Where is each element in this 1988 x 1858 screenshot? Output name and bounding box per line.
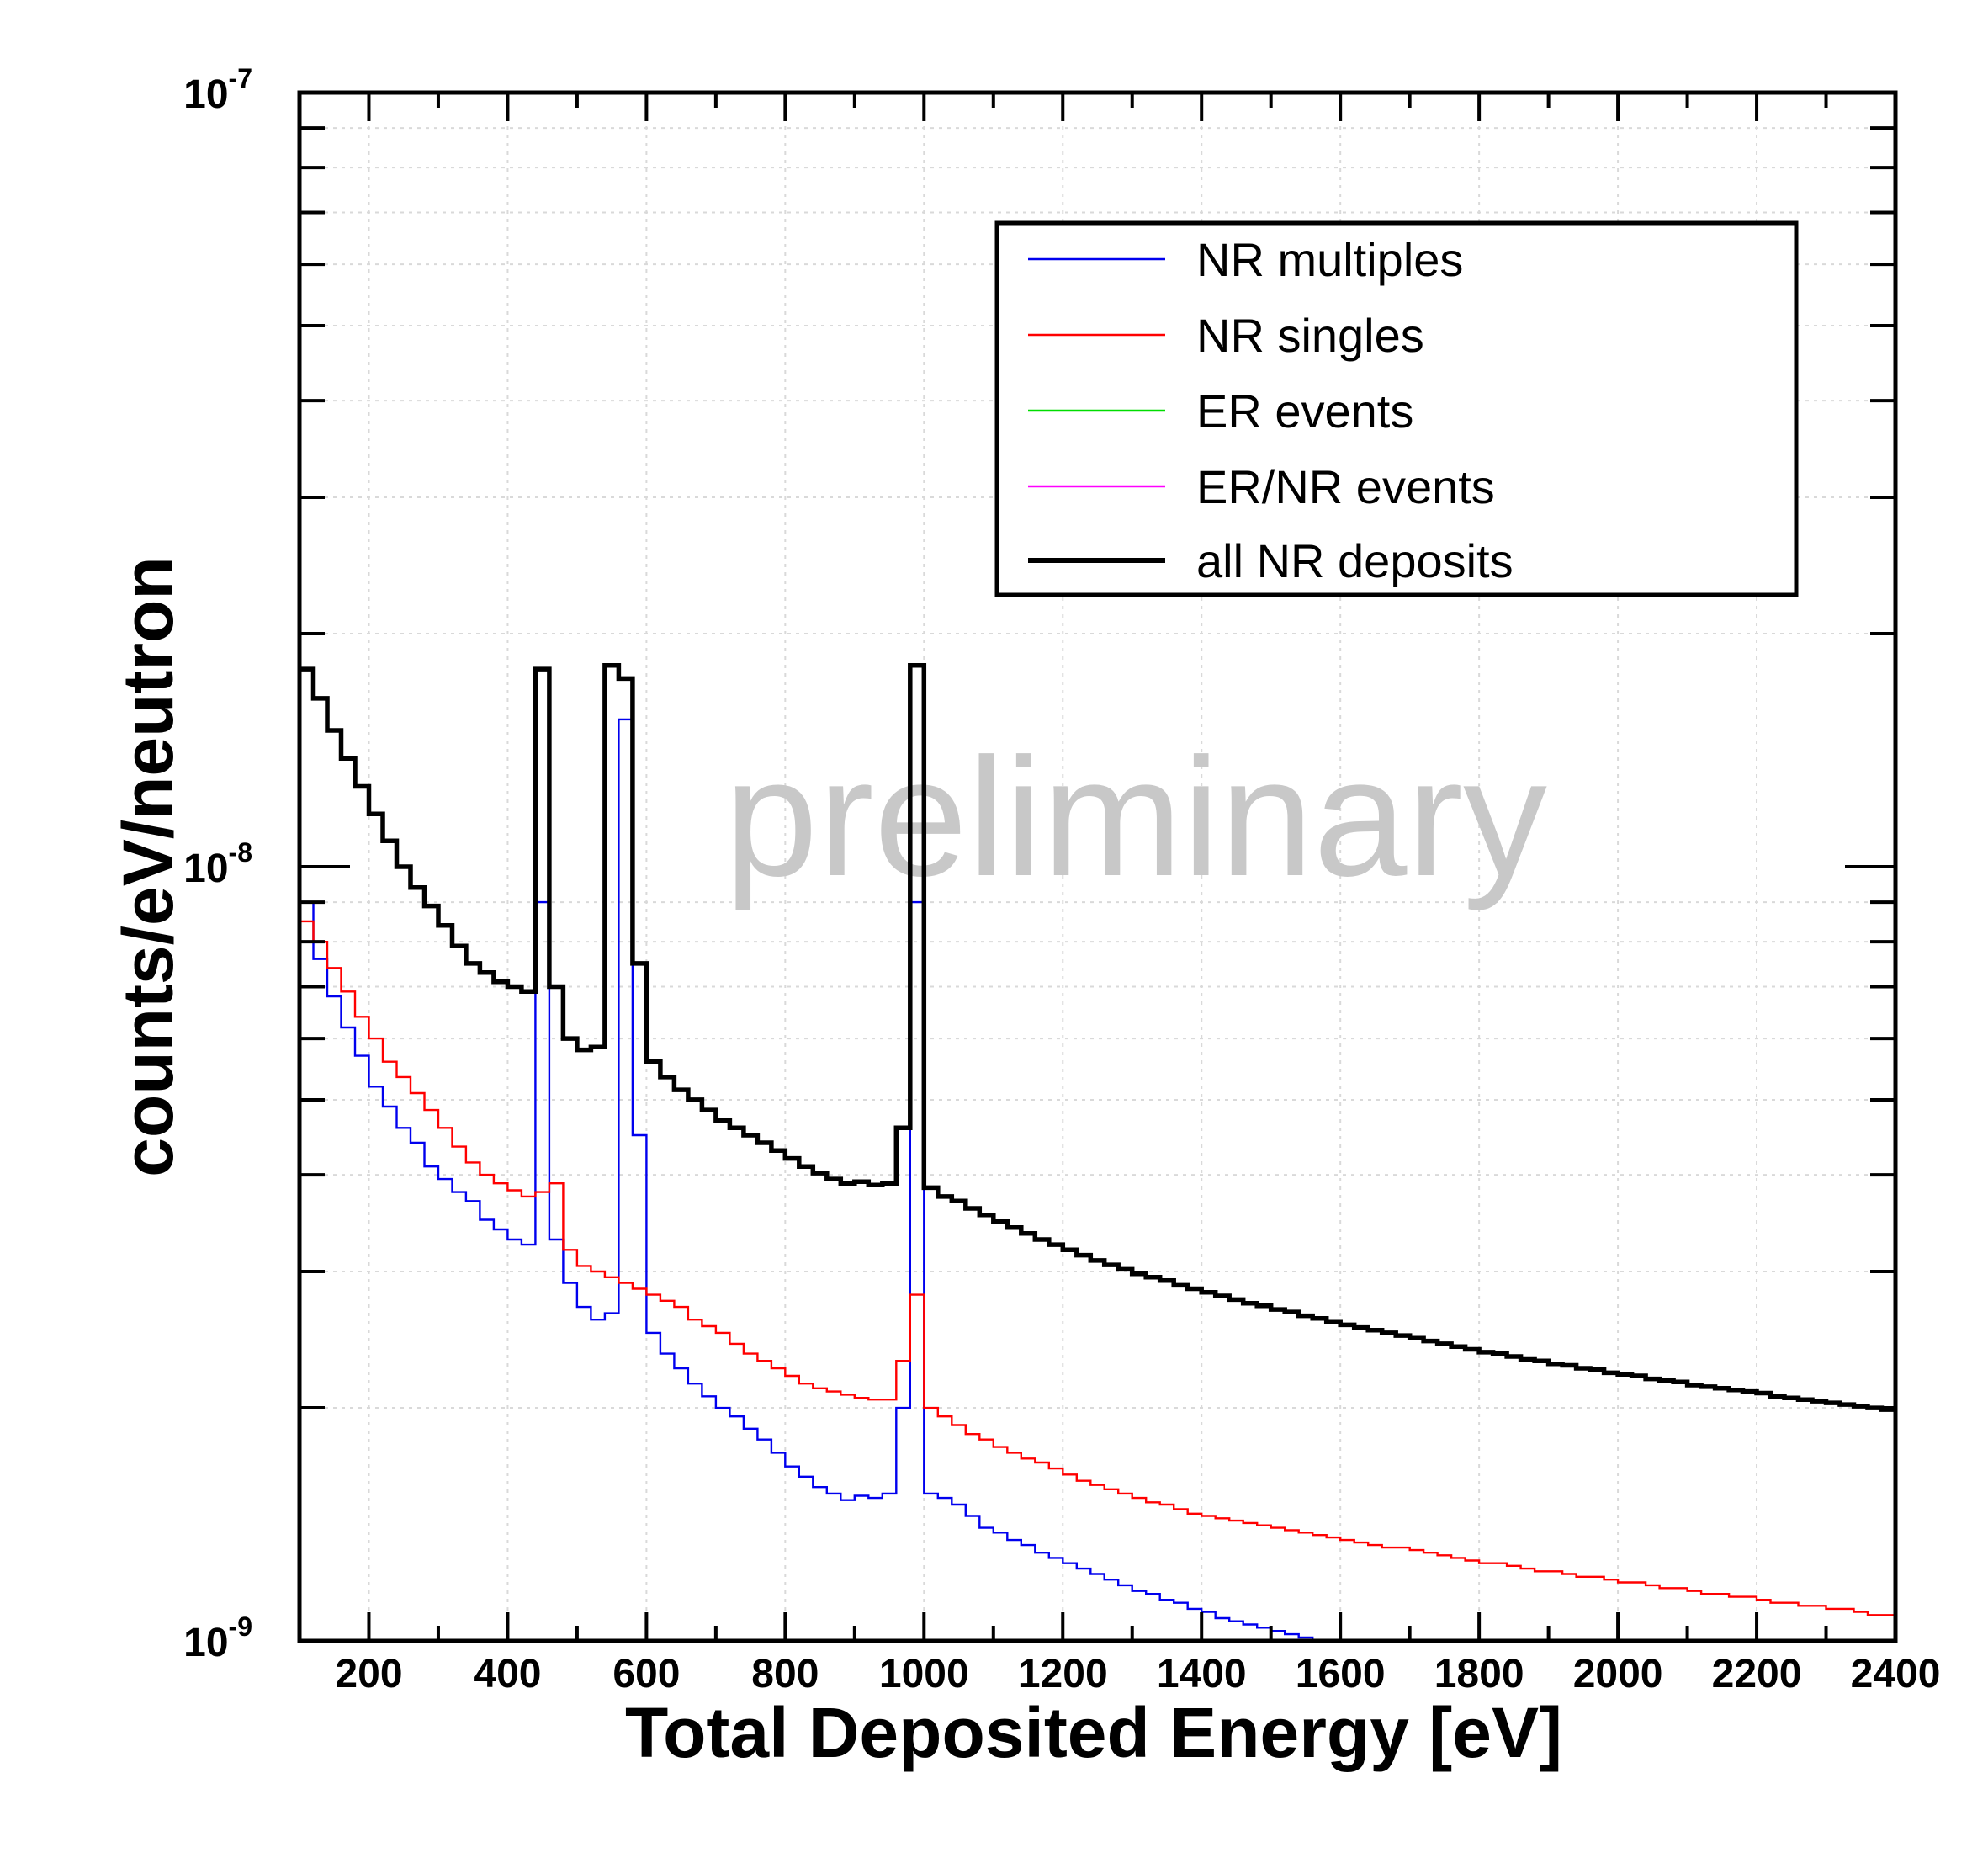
legend-label: ER/NR events: [1196, 460, 1495, 513]
x-tick-label: 2200: [1712, 1652, 1802, 1696]
x-tick-label: 1800: [1434, 1652, 1524, 1696]
x-tick-label: 2000: [1573, 1652, 1663, 1696]
x-tick-label: 400: [474, 1652, 541, 1696]
x-tick-label: 2400: [1851, 1652, 1941, 1696]
axis-ticks: [298, 93, 1897, 1643]
x-axis-title: Total Deposited Energy [eV]: [625, 1693, 1562, 1772]
legend-label: ER events: [1196, 385, 1413, 438]
y-tick-label: 10-7: [183, 63, 252, 117]
x-tick-label: 200: [335, 1652, 402, 1696]
x-tick-label: 1400: [1157, 1652, 1247, 1696]
legend-label: NR singles: [1196, 309, 1424, 362]
legend: NR multiples NR singles ER events ER/NR eve…: [994, 220, 1799, 597]
series-line-nr-multiples: [300, 718, 1327, 1643]
watermark: preliminary: [724, 724, 1547, 911]
y-tick-label: 10-8: [183, 837, 252, 891]
y-tick-label: 10-9: [183, 1611, 252, 1665]
series-line-all-nr-deposits: [300, 662, 1895, 1412]
y-tick-labels: 10-9 10-8 10-7: [183, 63, 252, 1665]
series-line-nr-singles: [300, 920, 1895, 1616]
legend-label: NR multiples: [1196, 233, 1463, 286]
x-tick-label: 1200: [1018, 1652, 1108, 1696]
legend-box: [994, 220, 1799, 597]
x-tick-label: 600: [612, 1652, 680, 1696]
x-tick-label: 1600: [1296, 1652, 1386, 1696]
x-tick-label: 1000: [879, 1652, 969, 1696]
x-tick-labels: 200 400 600 800 1000 1200 1400 1600 1800 2000 2200…: [335, 1652, 1940, 1696]
x-tick-label: 800: [751, 1652, 819, 1696]
y-axis-title: counts/eV/neutron: [109, 556, 188, 1176]
legend-label: all NR deposits: [1196, 534, 1514, 587]
